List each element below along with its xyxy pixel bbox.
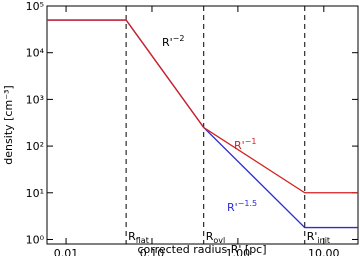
x-tick-label: 10.00 xyxy=(308,247,340,256)
reference-label-sub: init xyxy=(317,236,330,245)
reference-label: Rovl xyxy=(206,230,226,245)
curve-label: R'−1.5 xyxy=(227,199,257,214)
y-tick-label: 10⁴ xyxy=(26,47,45,60)
curve-label-main: R' xyxy=(234,139,245,152)
reference-label-sub: ovl xyxy=(213,236,225,245)
data-line xyxy=(47,19,358,194)
y-tick-label: 10⁵ xyxy=(26,0,44,13)
y-tick-label: 10⁰ xyxy=(26,233,45,246)
curve-label-main: R' xyxy=(227,201,238,214)
x-tick-label: 0.10 xyxy=(140,247,165,256)
y-tick-label: 10¹ xyxy=(26,187,44,200)
curve-label-sup: −1 xyxy=(245,137,257,146)
plot-frame xyxy=(46,5,359,245)
reference-label: Rflat xyxy=(128,230,149,245)
x-tick-label: 1.00 xyxy=(226,247,251,256)
curve-label: R'−1 xyxy=(234,137,256,152)
y-tick-label: 10³ xyxy=(26,93,44,106)
data-line xyxy=(47,19,358,229)
reference-label-sub: flat xyxy=(136,236,149,245)
y-tick-label: 10² xyxy=(26,140,44,153)
curve-label: R'−2 xyxy=(162,34,184,49)
reference-label-main: R xyxy=(206,230,214,243)
x-tick-label: 0.01 xyxy=(54,247,79,256)
reference-label: R'init xyxy=(307,230,330,245)
x-axis-label: corrected radius R' [pc] xyxy=(137,243,266,256)
reference-label-main: R xyxy=(128,230,136,243)
curve-label-main: R' xyxy=(162,36,173,49)
curve-label-sup: −2 xyxy=(173,34,185,43)
curve-label-sup: −1.5 xyxy=(238,199,257,208)
y-axis-label: density [cm⁻³] xyxy=(2,85,15,164)
reference-label-main: R' xyxy=(307,230,318,243)
